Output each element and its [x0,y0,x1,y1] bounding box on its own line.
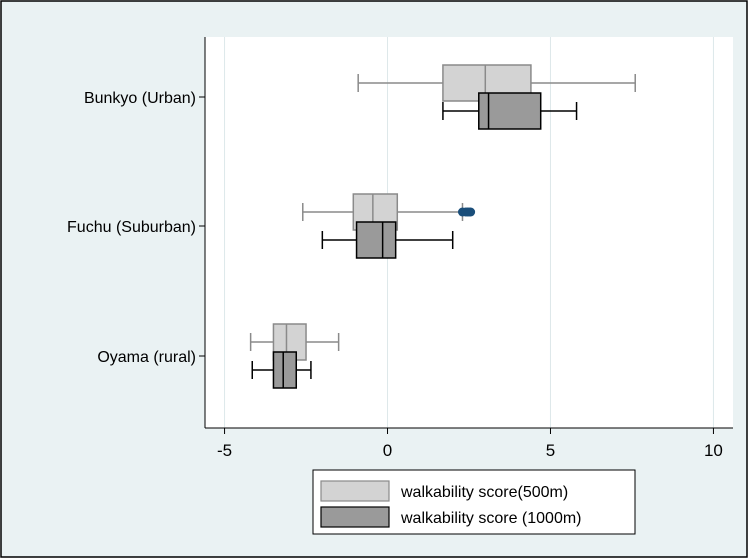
x-tick-label: 5 [546,441,555,460]
legend-label: walkability score (1000m) [400,510,582,527]
x-tick-label: 10 [704,441,723,460]
category-label: Bunkyo (Urban) [84,90,196,107]
legend: walkability score(500m) walkability score… [312,469,636,535]
legend-swatch [320,506,390,528]
box-group [442,92,578,130]
x-tick-label: 0 [383,441,392,460]
outlier-point [466,207,476,217]
box-group [251,351,312,389]
box [355,221,397,259]
box [272,351,298,389]
axis-layer: -5 0 5 10 [217,428,723,460]
box-group [321,221,454,259]
category-label: Fuchu (Suburban) [67,219,196,236]
legend-swatch [320,480,390,502]
legend-label: walkability score(500m) [400,484,568,501]
x-tick-label: -5 [217,441,232,460]
category-labels: Bunkyo (Urban) Fuchu (Suburban) Oyama (rur… [67,90,205,366]
box-layer [249,64,636,389]
category-label: Oyama (rural) [97,349,196,366]
